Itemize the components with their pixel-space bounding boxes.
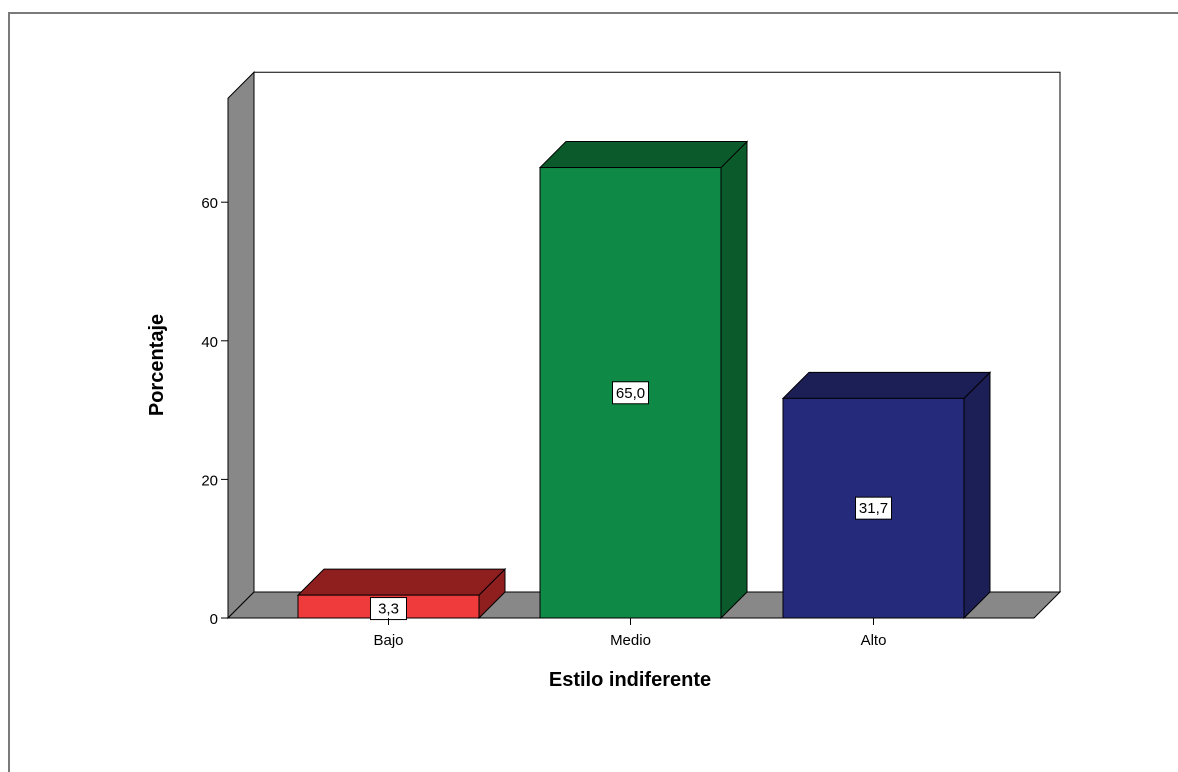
- y-tick-label: 20: [201, 472, 218, 489]
- left-wall: [227, 71, 255, 620]
- y-axis: 0 20 40 60: [201, 98, 229, 628]
- data-label: 3,3: [378, 601, 399, 618]
- data-label-box: [612, 381, 649, 405]
- bar-top: [296, 568, 507, 596]
- x-tick-label: Alto: [861, 632, 887, 649]
- data-label-box: [855, 496, 892, 520]
- bar-top: [781, 371, 992, 399]
- bars: 3,3 Bajo 65,0 Medio 31,7 Alto: [296, 140, 992, 649]
- bar-medio: 65,0: [538, 140, 749, 620]
- y-axis-label: Porcentaje: [146, 314, 168, 416]
- bar-chart: 0 20 40 60 3,3 Bajo 65,0 Medio 31,7 Alto Estilo …: [146, 71, 1062, 691]
- y-tick-label: 0: [210, 611, 218, 628]
- bar-side: [720, 140, 748, 620]
- x-axis-label: Estilo indiferente: [549, 669, 711, 691]
- y-tick-label: 40: [201, 334, 218, 351]
- data-label: 65,0: [616, 385, 645, 402]
- x-tick-label: Bajo: [373, 632, 403, 649]
- bar-top: [538, 141, 749, 169]
- bar-alto: 31,7: [781, 371, 992, 620]
- y-tick-label: 60: [201, 195, 218, 212]
- x-tick-label: Medio: [610, 632, 651, 649]
- bar-side: [963, 371, 991, 620]
- data-label: 31,7: [859, 500, 888, 517]
- bar-bajo: 3,3: [296, 567, 507, 621]
